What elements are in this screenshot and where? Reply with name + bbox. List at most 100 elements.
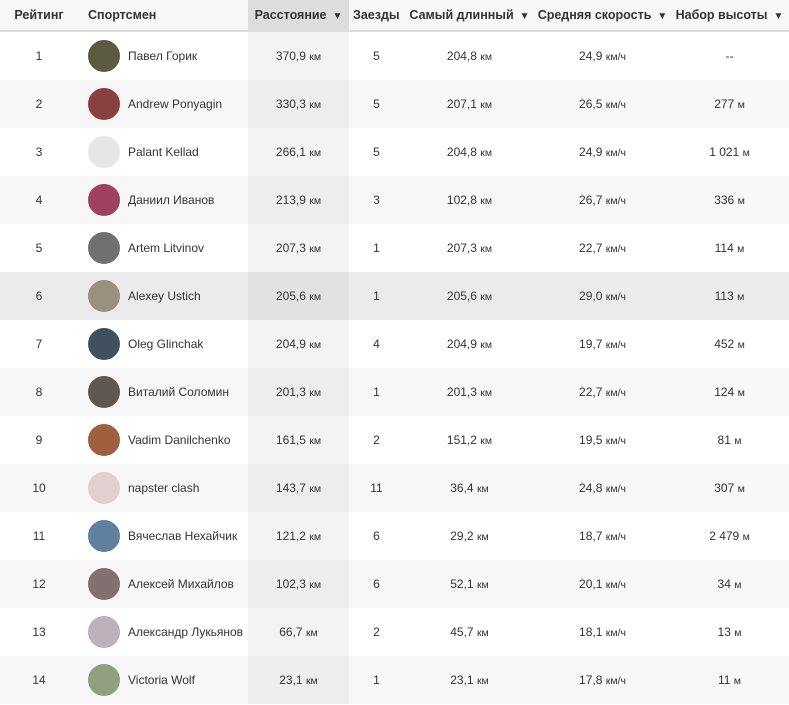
distance-cell: 205,6 км bbox=[248, 272, 349, 320]
elevation-cell: 124 м bbox=[670, 368, 789, 416]
table-row: 9 Vadim Danilchenko 161,5 км 2 151,2 км … bbox=[0, 416, 789, 464]
athlete-name-link[interactable]: napster clash bbox=[128, 481, 200, 495]
athlete-cell: Алексей Михайлов bbox=[78, 560, 248, 608]
table-row: 4 Даниил Иванов 213,9 км 3 102,8 км 26,7… bbox=[0, 176, 789, 224]
athlete-cell: Александр Лукьянов bbox=[78, 608, 248, 656]
athlete-name-link[interactable]: Даниил Иванов bbox=[128, 193, 215, 207]
sort-icon: ▼ bbox=[773, 11, 784, 22]
longest-cell: 207,3 км bbox=[404, 224, 535, 272]
longest-cell: 45,7 км bbox=[404, 608, 535, 656]
distance-cell: 207,3 км bbox=[248, 224, 349, 272]
table-row: 14 Victoria Wolf 23,1 км 1 23,1 км 17,8 … bbox=[0, 656, 789, 704]
elevation-cell: 113 м bbox=[670, 272, 789, 320]
avatar[interactable] bbox=[88, 568, 120, 600]
speed-cell: 19,7 км/ч bbox=[535, 320, 670, 368]
speed-cell: 24,9 км/ч bbox=[535, 31, 670, 80]
speed-cell: 20,1 км/ч bbox=[535, 560, 670, 608]
elevation-cell: 307 м bbox=[670, 464, 789, 512]
distance-cell: 330,3 км bbox=[248, 80, 349, 128]
athlete-name-link[interactable]: Павел Горик bbox=[128, 49, 198, 63]
header-longest[interactable]: Самый длинный ▼ bbox=[404, 0, 535, 32]
avatar[interactable] bbox=[88, 40, 120, 72]
rides-cell: 2 bbox=[349, 416, 404, 464]
athlete-cell: napster clash bbox=[78, 464, 248, 512]
avatar[interactable] bbox=[88, 280, 120, 312]
distance-cell: 266,1 км bbox=[248, 128, 349, 176]
header-athlete[interactable]: Спортсмен bbox=[78, 0, 248, 32]
speed-cell: 26,7 км/ч bbox=[535, 176, 670, 224]
elevation-cell: 336 м bbox=[670, 176, 789, 224]
elevation-cell: 11 м bbox=[670, 656, 789, 704]
avatar[interactable] bbox=[88, 232, 120, 264]
table-row: 3 Palant Kellad 266,1 км 5 204,8 км 24,9… bbox=[0, 128, 789, 176]
avatar[interactable] bbox=[88, 664, 120, 696]
avatar[interactable] bbox=[88, 328, 120, 360]
elevation-cell: 277 м bbox=[670, 80, 789, 128]
table-row: 2 Andrew Ponyagin 330,3 км 5 207,1 км 26… bbox=[0, 80, 789, 128]
table-row: 13 Александр Лукьянов 66,7 км 2 45,7 км … bbox=[0, 608, 789, 656]
elevation-cell: 34 м bbox=[670, 560, 789, 608]
rides-cell: 1 bbox=[349, 224, 404, 272]
avatar[interactable] bbox=[88, 472, 120, 504]
athlete-cell: Даниил Иванов bbox=[78, 176, 248, 224]
rank-cell: 1 bbox=[0, 31, 78, 80]
speed-cell: 22,7 км/ч bbox=[535, 368, 670, 416]
athlete-cell: Alexey Ustich bbox=[78, 272, 248, 320]
distance-cell: 23,1 км bbox=[248, 656, 349, 704]
header-elevation[interactable]: Набор высоты ▼ bbox=[670, 0, 789, 32]
rank-cell: 3 bbox=[0, 128, 78, 176]
rank-cell: 12 bbox=[0, 560, 78, 608]
avatar[interactable] bbox=[88, 616, 120, 648]
athlete-cell: Вячеслав Нехайчик bbox=[78, 512, 248, 560]
speed-cell: 18,1 км/ч bbox=[535, 608, 670, 656]
avatar[interactable] bbox=[88, 184, 120, 216]
header-speed[interactable]: Средняя скорость ▼ bbox=[535, 0, 670, 32]
athlete-cell: Виталий Соломин bbox=[78, 368, 248, 416]
athlete-name-link[interactable]: Vadim Danilchenko bbox=[128, 433, 231, 447]
table-row: 5 Artem Litvinov 207,3 км 1 207,3 км 22,… bbox=[0, 224, 789, 272]
rides-cell: 4 bbox=[349, 320, 404, 368]
table-row: 11 Вячеслав Нехайчик 121,2 км 6 29,2 км … bbox=[0, 512, 789, 560]
avatar[interactable] bbox=[88, 376, 120, 408]
elevation-cell: 2 479 м bbox=[670, 512, 789, 560]
athlete-name-link[interactable]: Victoria Wolf bbox=[128, 673, 195, 687]
athlete-name-link[interactable]: Palant Kellad bbox=[128, 145, 199, 159]
athlete-name-link[interactable]: Алексей Михайлов bbox=[128, 577, 234, 591]
athlete-name-link[interactable]: Artem Litvinov bbox=[128, 241, 205, 255]
athlete-name-link[interactable]: Вячеслав Нехайчик bbox=[128, 529, 238, 543]
avatar[interactable] bbox=[88, 424, 120, 456]
table-row: 6 Alexey Ustich 205,6 км 1 205,6 км 29,0… bbox=[0, 272, 789, 320]
table-row: 1 Павел Горик 370,9 км 5 204,8 км 24,9 к… bbox=[0, 31, 789, 80]
athlete-name-link[interactable]: Виталий Соломин bbox=[128, 385, 229, 399]
athlete-name-link[interactable]: Oleg Glinchak bbox=[128, 337, 204, 351]
distance-cell: 143,7 км bbox=[248, 464, 349, 512]
header-distance[interactable]: Расстояние ▼ bbox=[248, 0, 349, 32]
athlete-name-link[interactable]: Александр Лукьянов bbox=[128, 625, 244, 639]
athlete-name-link[interactable]: Andrew Ponyagin bbox=[128, 97, 223, 111]
elevation-cell: -- bbox=[670, 31, 789, 80]
elevation-cell: 13 м bbox=[670, 608, 789, 656]
rank-cell: 13 bbox=[0, 608, 78, 656]
longest-cell: 204,8 км bbox=[404, 128, 535, 176]
rides-cell: 5 bbox=[349, 80, 404, 128]
avatar[interactable] bbox=[88, 520, 120, 552]
header-rank[interactable]: Рейтинг bbox=[0, 0, 78, 32]
rank-cell: 9 bbox=[0, 416, 78, 464]
longest-cell: 201,3 км bbox=[404, 368, 535, 416]
avatar[interactable] bbox=[88, 136, 120, 168]
distance-cell: 66,7 км bbox=[248, 608, 349, 656]
speed-cell: 17,8 км/ч bbox=[535, 656, 670, 704]
avatar[interactable] bbox=[88, 88, 120, 120]
rank-cell: 4 bbox=[0, 176, 78, 224]
rank-cell: 6 bbox=[0, 272, 78, 320]
header-rides[interactable]: Заезды bbox=[349, 0, 404, 32]
rank-cell: 10 bbox=[0, 464, 78, 512]
longest-cell: 204,8 км bbox=[404, 31, 535, 80]
rank-cell: 2 bbox=[0, 80, 78, 128]
distance-cell: 102,3 км bbox=[248, 560, 349, 608]
speed-cell: 22,7 км/ч bbox=[535, 224, 670, 272]
elevation-cell: 114 м bbox=[670, 224, 789, 272]
athlete-name-link[interactable]: Alexey Ustich bbox=[128, 289, 201, 303]
rides-cell: 1 bbox=[349, 656, 404, 704]
elevation-cell: 81 м bbox=[670, 416, 789, 464]
